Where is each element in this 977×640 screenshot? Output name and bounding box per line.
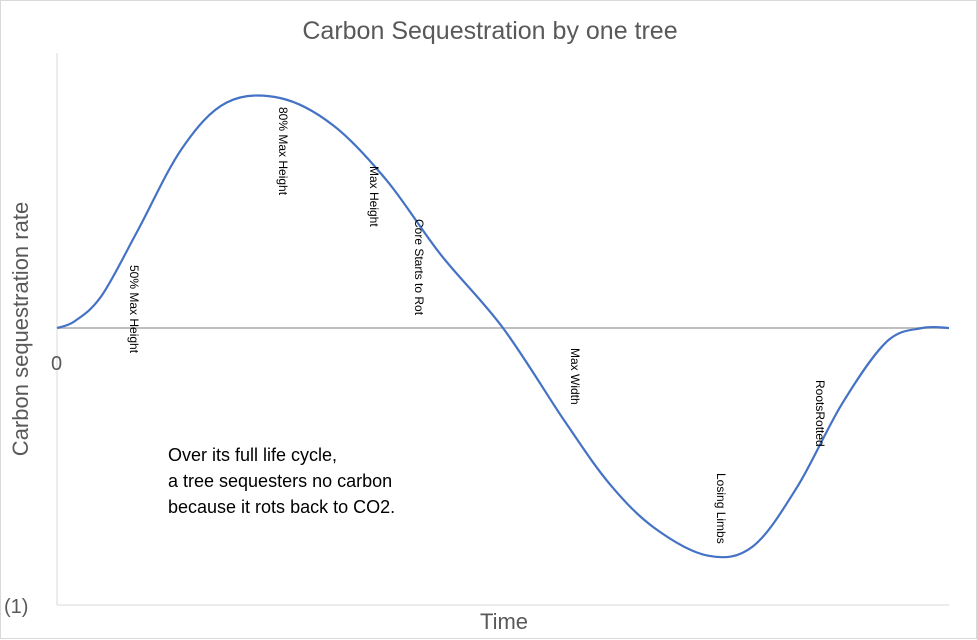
annotation-50-max-height: 50% Max Height [127, 265, 141, 354]
carbon-sequestration-series-line [56, 94, 950, 559]
y-axis-title: Carbon sequestration rate [8, 202, 33, 456]
annotation-max-width: Max Width [568, 348, 582, 405]
life-cycle-note-line-2: a tree sequesters no carbon [168, 471, 392, 491]
annotation-core-starts-to-rot: Core Starts to Rot [412, 219, 426, 316]
life-cycle-note-line-3: because it rots back to CO2. [168, 497, 395, 517]
chart-title: Carbon Sequestration by one tree [302, 17, 677, 45]
life-cycle-note-line-1: Over its full life cycle, [168, 445, 337, 465]
annotation-80-max-height: 80% Max Height [276, 107, 290, 196]
stage-annotations: 50% Max Height 80% Max Height Max Height Co… [127, 107, 827, 544]
annotation-rootsrotted: RootsRotted [813, 380, 827, 447]
annotation-losing-limbs: Losing Limbs [714, 473, 728, 544]
y-tick-label-zero: 0 [51, 353, 62, 375]
annotation-max-height: Max Height [367, 166, 381, 227]
x-axis-title: Time [480, 609, 528, 634]
y-tick-label-negative: (1) [4, 596, 28, 618]
